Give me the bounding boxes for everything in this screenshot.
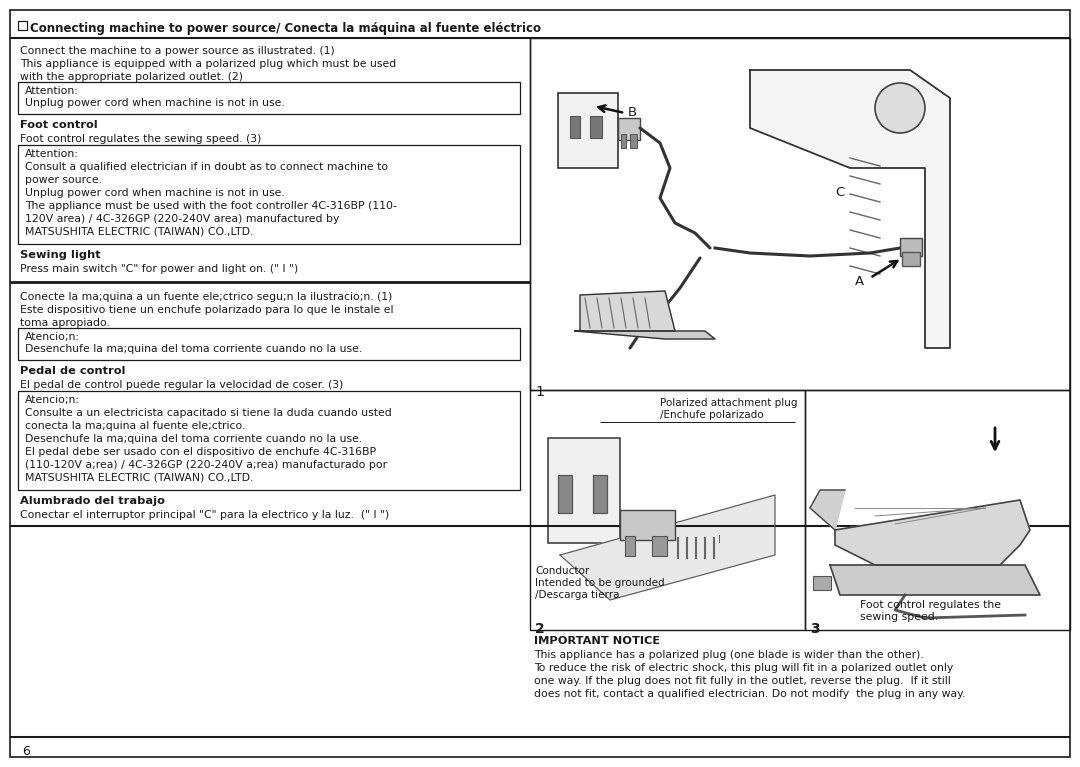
Text: To reduce the risk of electric shock, this plug will fit in a polarized outlet o: To reduce the risk of electric shock, th… bbox=[534, 663, 954, 673]
Text: Press main switch "C" for power and light on. (" I "): Press main switch "C" for power and ligh… bbox=[21, 264, 298, 274]
Bar bbox=[530, 390, 805, 630]
Text: MATSUSHITA ELECTRIC (TAIWAN) CO.,LTD.: MATSUSHITA ELECTRIC (TAIWAN) CO.,LTD. bbox=[25, 473, 254, 483]
Text: one way. If the plug does not fit fully in the outlet, reverse the plug.  If it : one way. If the plug does not fit fully … bbox=[534, 676, 950, 686]
Polygon shape bbox=[835, 500, 1030, 565]
Text: Unplug power cord when machine is not in use.: Unplug power cord when machine is not in… bbox=[25, 98, 285, 108]
Text: B: B bbox=[627, 106, 637, 119]
Polygon shape bbox=[561, 495, 775, 600]
Text: Unplug power cord when machine is not in use.: Unplug power cord when machine is not in… bbox=[25, 188, 285, 198]
Text: A: A bbox=[855, 275, 864, 288]
Polygon shape bbox=[750, 70, 950, 348]
Bar bbox=[548, 438, 620, 543]
Text: MATSUSHITA ELECTRIC (TAIWAN) CO.,LTD.: MATSUSHITA ELECTRIC (TAIWAN) CO.,LTD. bbox=[25, 227, 254, 237]
Text: sewing speed.: sewing speed. bbox=[860, 612, 939, 622]
Text: Sewing light: Sewing light bbox=[21, 250, 100, 260]
Text: El pedal de control puede regular la velocidad de coser. (3): El pedal de control puede regular la vel… bbox=[21, 380, 343, 390]
Text: Atencio;n:: Atencio;n: bbox=[25, 332, 80, 342]
Bar bbox=[902, 252, 920, 266]
Text: Consult a qualified electrician if in doubt as to connect machine to: Consult a qualified electrician if in do… bbox=[25, 162, 388, 172]
Text: C: C bbox=[835, 186, 845, 199]
Polygon shape bbox=[831, 565, 1040, 595]
Bar bbox=[590, 116, 602, 138]
Text: Foot control: Foot control bbox=[21, 120, 98, 130]
Bar bbox=[621, 134, 626, 148]
Bar bbox=[18, 145, 519, 244]
Polygon shape bbox=[810, 490, 845, 530]
Bar bbox=[625, 536, 635, 556]
Text: Atencio;n:: Atencio;n: bbox=[25, 395, 80, 405]
Bar bbox=[813, 576, 831, 590]
Bar bbox=[805, 390, 1070, 630]
Text: /Descarga tierra: /Descarga tierra bbox=[535, 590, 620, 600]
Text: Attention:: Attention: bbox=[25, 86, 79, 96]
Polygon shape bbox=[575, 331, 715, 339]
Text: Desenchufe la ma;quina del toma corriente cuando no la use.: Desenchufe la ma;quina del toma corrient… bbox=[25, 434, 362, 444]
Bar bbox=[530, 38, 1070, 390]
Text: 1: 1 bbox=[535, 385, 544, 399]
Text: Este dispositivo tiene un enchufe polarizado para lo que le instale el: Este dispositivo tiene un enchufe polari… bbox=[21, 305, 393, 315]
Text: This appliance is equipped with a polarized plug which must be used: This appliance is equipped with a polari… bbox=[21, 59, 396, 69]
Text: The appliance must be used with the foot controller 4C-316BP (110-: The appliance must be used with the foot… bbox=[25, 201, 396, 211]
Text: I: I bbox=[718, 535, 720, 545]
Bar bbox=[558, 93, 618, 168]
Bar bbox=[900, 238, 922, 256]
Text: power source.: power source. bbox=[25, 175, 102, 185]
Bar bbox=[18, 82, 519, 114]
Bar bbox=[593, 475, 607, 513]
Text: 120V area) / 4C-326GP (220-240V area) manufactured by: 120V area) / 4C-326GP (220-240V area) ma… bbox=[25, 214, 339, 224]
Text: conecta la ma;quina al fuente ele;ctrico.: conecta la ma;quina al fuente ele;ctrico… bbox=[25, 421, 245, 431]
Bar bbox=[18, 328, 519, 360]
Text: This appliance has a polarized plug (one blade is wider than the other).: This appliance has a polarized plug (one… bbox=[534, 650, 923, 660]
Bar bbox=[618, 118, 640, 140]
Circle shape bbox=[875, 83, 924, 133]
Text: IMPORTANT NOTICE: IMPORTANT NOTICE bbox=[534, 636, 660, 646]
Bar bbox=[18, 21, 27, 30]
Text: toma apropiado.: toma apropiado. bbox=[21, 318, 110, 328]
Text: Foot control regulates the: Foot control regulates the bbox=[860, 600, 1001, 610]
Bar bbox=[620, 510, 675, 540]
Bar bbox=[558, 475, 572, 513]
Text: /Enchufe polarizado: /Enchufe polarizado bbox=[660, 410, 764, 420]
Text: Alumbrado del trabajo: Alumbrado del trabajo bbox=[21, 496, 165, 506]
Text: Connect the machine to a power source as illustrated. (1): Connect the machine to a power source as… bbox=[21, 46, 335, 56]
Text: (110-120V a;rea) / 4C-326GP (220-240V a;rea) manufacturado por: (110-120V a;rea) / 4C-326GP (220-240V a;… bbox=[25, 460, 387, 470]
Text: 3: 3 bbox=[810, 622, 820, 636]
Polygon shape bbox=[580, 291, 675, 331]
Bar bbox=[652, 536, 667, 556]
Text: Attention:: Attention: bbox=[25, 149, 79, 159]
Bar bbox=[18, 391, 519, 490]
Text: does not fit, contact a qualified electrician. Do not modify  the plug in any wa: does not fit, contact a qualified electr… bbox=[534, 689, 966, 699]
Text: Intended to be grounded: Intended to be grounded bbox=[535, 578, 664, 588]
Text: Conectar el interruptor principal "C" para la electrico y la luz.  (" I "): Conectar el interruptor principal "C" pa… bbox=[21, 510, 389, 520]
Text: Conductor: Conductor bbox=[535, 566, 590, 576]
Bar bbox=[630, 134, 637, 148]
Text: Consulte a un electricista capacitado si tiene la duda cuando usted: Consulte a un electricista capacitado si… bbox=[25, 408, 392, 418]
Text: with the appropriate polarized outlet. (2): with the appropriate polarized outlet. (… bbox=[21, 72, 243, 82]
Text: El pedal debe ser usado con el dispositivo de enchufe 4C-316BP: El pedal debe ser usado con el dispositi… bbox=[25, 447, 376, 457]
Text: 6: 6 bbox=[22, 745, 30, 758]
Text: Pedal de control: Pedal de control bbox=[21, 366, 125, 376]
Text: Desenchufe la ma;quina del toma corriente cuando no la use.: Desenchufe la ma;quina del toma corrient… bbox=[25, 344, 362, 354]
Text: Foot control regulates the sewing speed. (3): Foot control regulates the sewing speed.… bbox=[21, 134, 261, 144]
Text: Connecting machine to power source/ Conecta la máquina al fuente eléctrico: Connecting machine to power source/ Cone… bbox=[30, 22, 541, 35]
Text: 2: 2 bbox=[535, 622, 544, 636]
Text: Conecte la ma;quina a un fuente ele;ctrico segu;n la ilustracio;n. (1): Conecte la ma;quina a un fuente ele;ctri… bbox=[21, 292, 392, 302]
Bar bbox=[570, 116, 580, 138]
Text: Polarized attachment plug: Polarized attachment plug bbox=[660, 398, 797, 408]
